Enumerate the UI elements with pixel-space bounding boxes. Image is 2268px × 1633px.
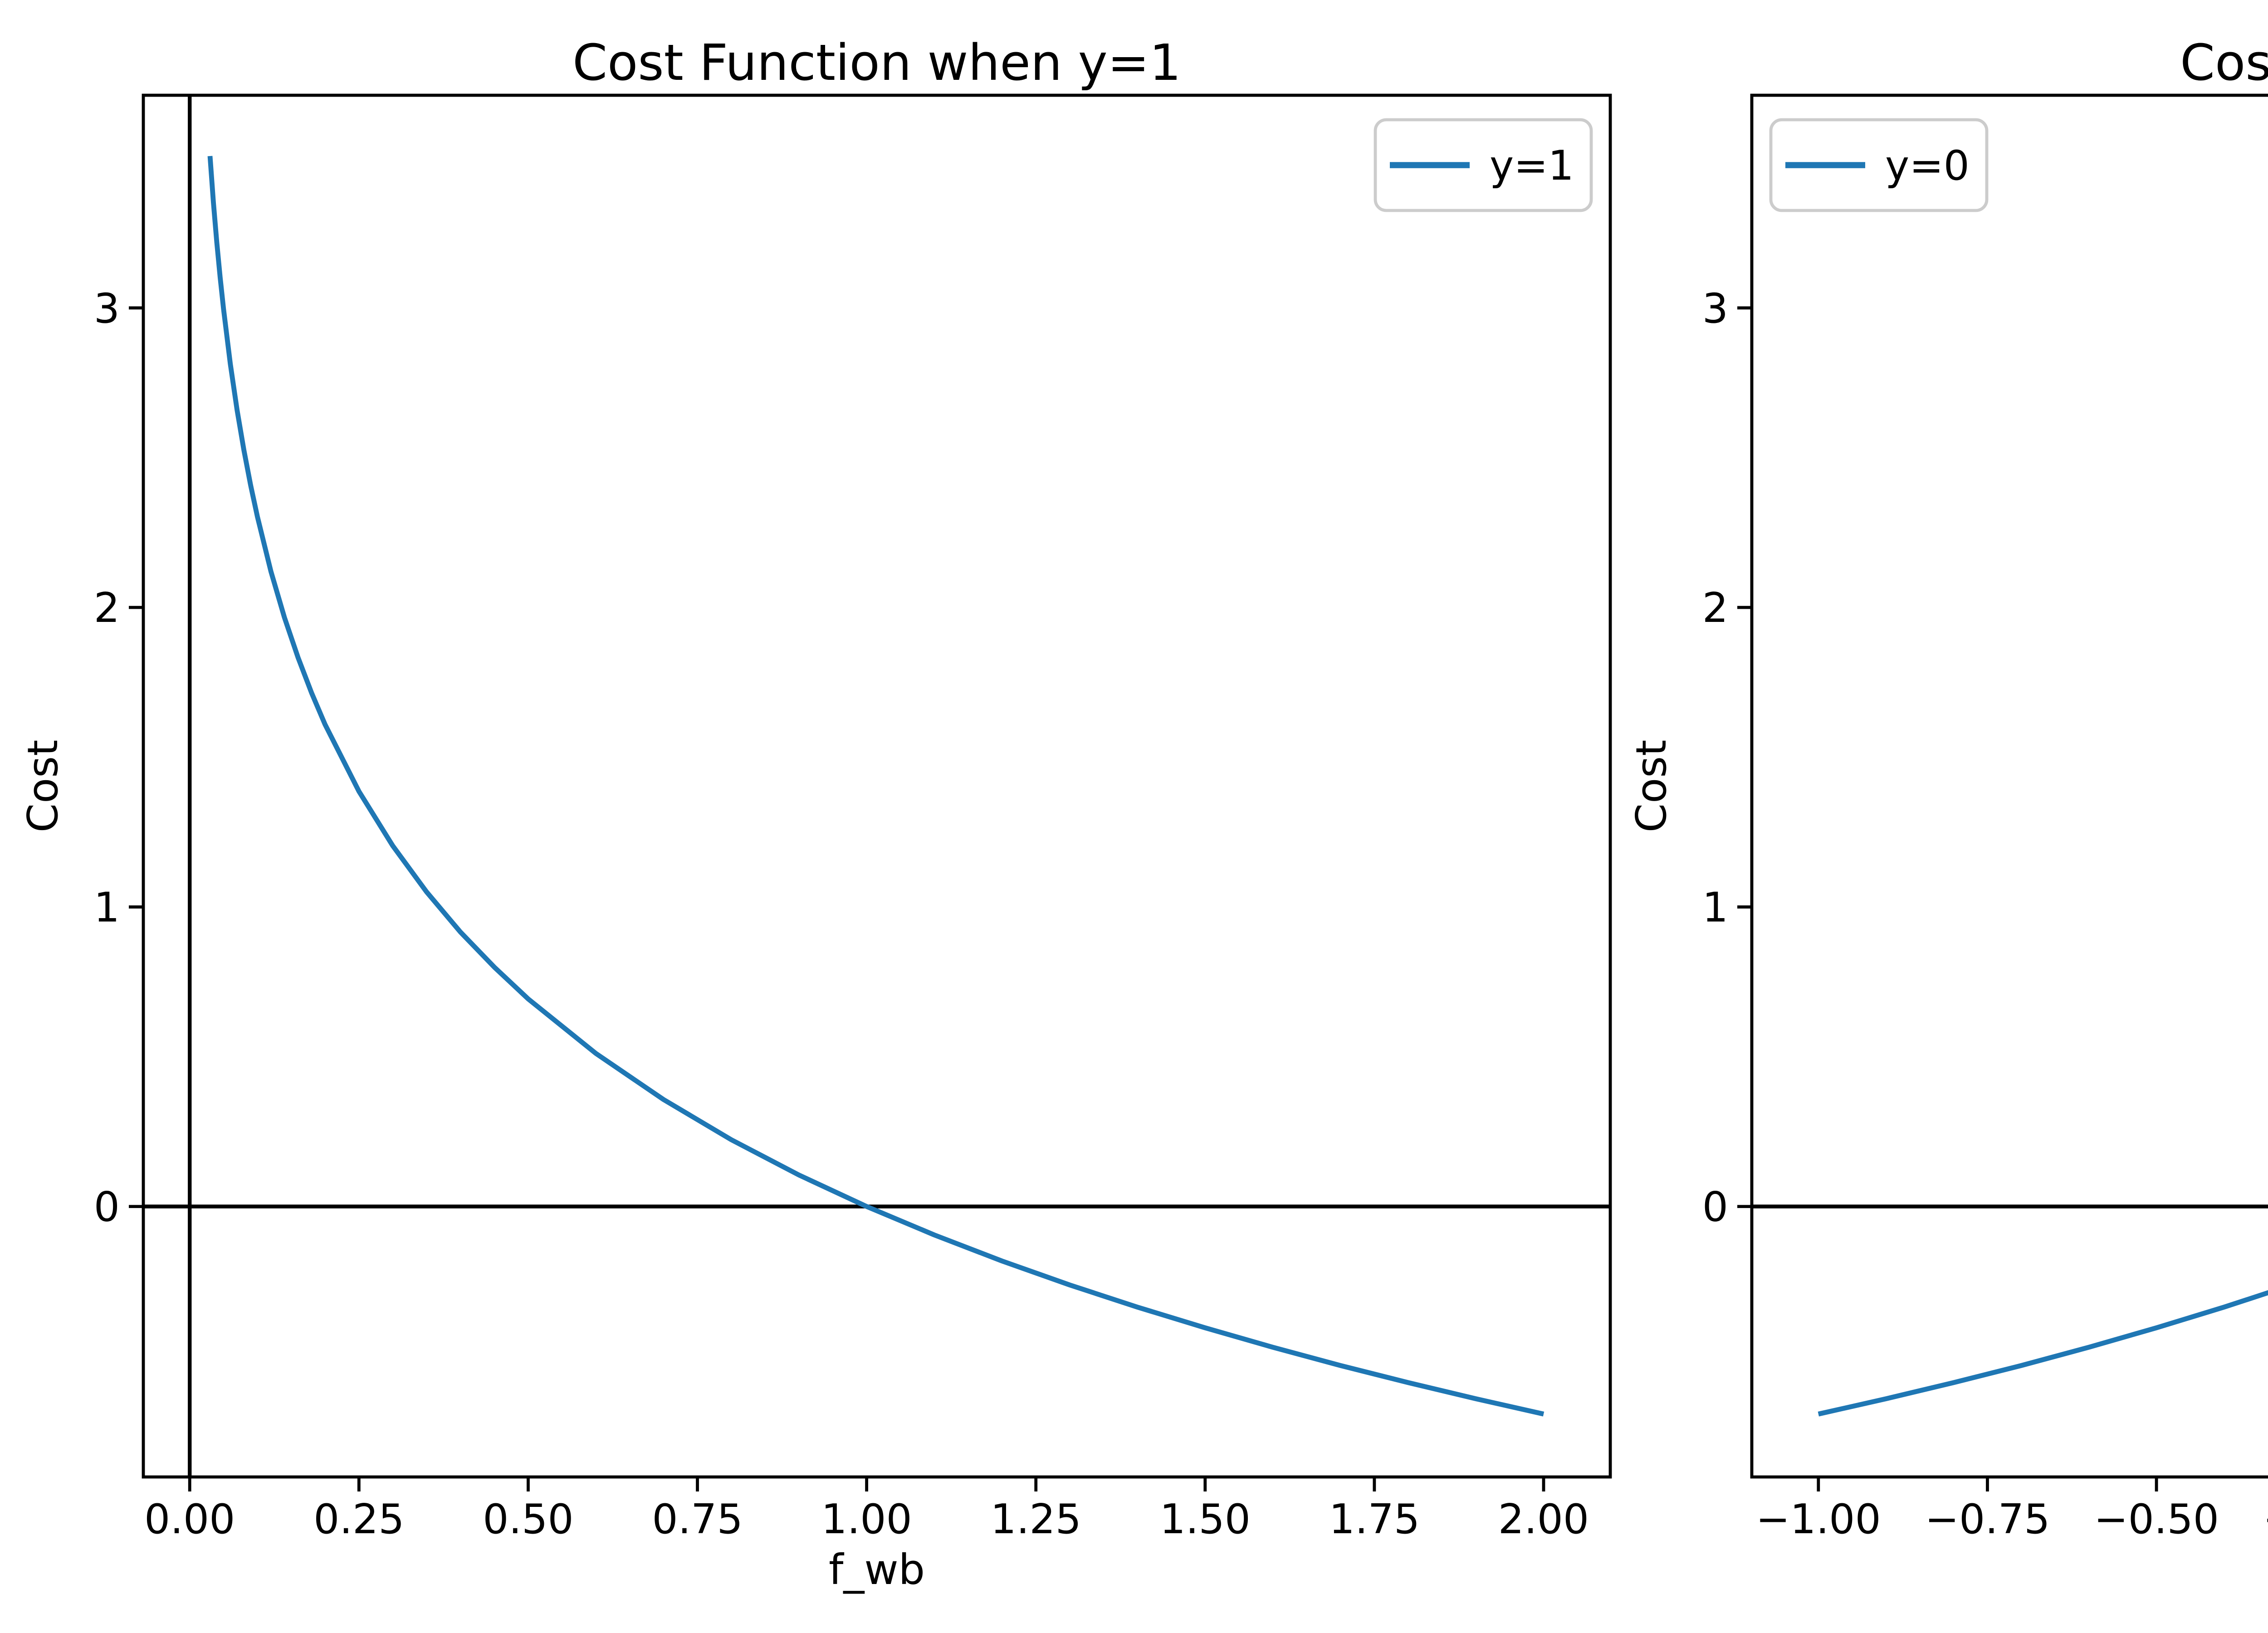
y-axis-label: Cost bbox=[19, 740, 67, 833]
y-tick-label: 1 bbox=[94, 884, 120, 931]
legend: y=1 bbox=[1374, 118, 1593, 212]
x-axis-label: f_wb bbox=[829, 1545, 925, 1594]
x-tick-label: 0.50 bbox=[483, 1496, 573, 1543]
y-tick-label: 2 bbox=[94, 584, 120, 632]
y-tick-label: 0 bbox=[1702, 1183, 1728, 1231]
y-tick-label: 3 bbox=[1702, 285, 1728, 332]
subplot-cost-y0: −1.00−0.75−0.50−0.250.000.250.500.751.00… bbox=[1627, 34, 2268, 1543]
legend-box bbox=[1374, 118, 1593, 212]
y-tick-label: 2 bbox=[1702, 584, 1728, 632]
x-tick-label: 1.25 bbox=[991, 1496, 1081, 1543]
axes-spines bbox=[1750, 93, 2268, 1479]
plot-title: Cost Function when y=1 bbox=[572, 34, 1181, 92]
legend-label: y=1 bbox=[1490, 142, 1574, 190]
x-tick-label: −0.50 bbox=[2094, 1496, 2219, 1543]
x-tick-label: 0.75 bbox=[652, 1496, 743, 1543]
y-axis-label: Cost bbox=[1627, 740, 1676, 833]
x-tick-label: 0.00 bbox=[144, 1496, 235, 1543]
x-tick-label: 1.75 bbox=[1329, 1496, 1420, 1543]
axes-spines bbox=[142, 93, 1612, 1479]
legend-box bbox=[1769, 118, 1989, 212]
x-tick-label: 2.00 bbox=[1498, 1496, 1589, 1543]
cost-curve bbox=[1818, 1290, 2268, 1417]
legend-label: y=0 bbox=[1885, 142, 1970, 190]
legend: y=0 bbox=[1769, 118, 1989, 212]
plot-title: Cost Function when y=0 bbox=[2180, 34, 2268, 92]
x-tick-label: −0.75 bbox=[1925, 1496, 2050, 1543]
y-tick-label: 3 bbox=[94, 285, 120, 332]
y-tick-label: 1 bbox=[1702, 884, 1728, 931]
subplot-cost-y1: 0.00 0.25 0.50 0.75 1.00 1.25 1.50 1.75 2.00 0 1 2 3… bbox=[19, 34, 1612, 1594]
x-tick-label: −1.00 bbox=[1756, 1496, 1881, 1543]
cost-curve bbox=[207, 156, 1545, 1417]
x-tick-label: 1.50 bbox=[1160, 1496, 1251, 1543]
y-tick-label: 0 bbox=[94, 1183, 120, 1231]
x-tick-label: −0.25 bbox=[2263, 1496, 2268, 1543]
x-tick-label: 1.00 bbox=[821, 1496, 912, 1543]
x-tick-label: 0.25 bbox=[313, 1496, 404, 1543]
